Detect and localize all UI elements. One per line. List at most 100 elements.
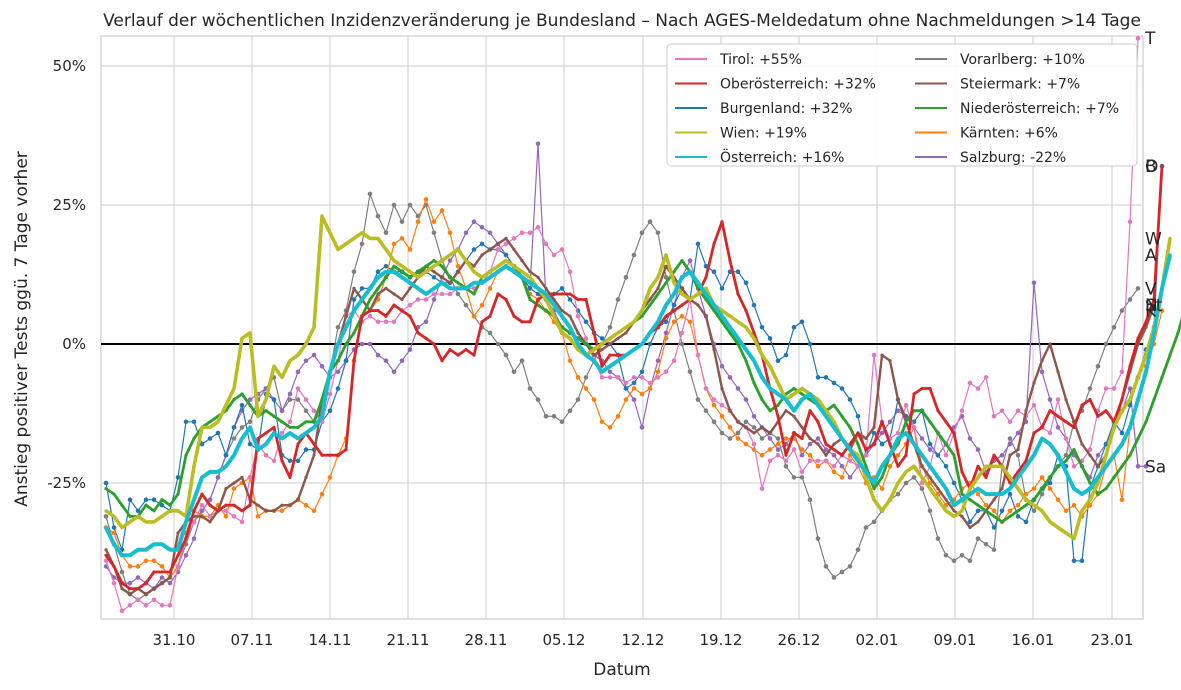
data-point xyxy=(512,270,516,274)
data-point xyxy=(1047,486,1053,491)
data-point xyxy=(1048,520,1052,524)
data-point xyxy=(1119,308,1125,313)
data-point xyxy=(496,264,500,268)
data-point xyxy=(752,336,756,340)
data-point xyxy=(168,548,172,552)
data-point xyxy=(695,397,701,402)
end-label-9: Sa xyxy=(1145,457,1166,477)
data-point xyxy=(823,447,829,452)
data-point xyxy=(527,286,533,291)
data-point xyxy=(288,359,292,363)
data-point xyxy=(184,520,188,524)
data-point xyxy=(432,342,436,346)
data-point xyxy=(824,453,828,457)
data-point xyxy=(231,514,237,519)
data-point xyxy=(983,502,989,508)
data-point xyxy=(359,341,365,347)
data-point xyxy=(407,347,413,352)
data-point xyxy=(608,342,612,346)
data-point xyxy=(1047,397,1053,402)
data-point xyxy=(104,487,108,491)
data-point xyxy=(631,397,637,402)
data-point xyxy=(103,480,109,486)
data-point xyxy=(576,297,580,302)
data-point xyxy=(376,292,380,296)
data-point xyxy=(896,481,900,485)
data-point xyxy=(719,414,725,419)
data-point xyxy=(927,441,933,447)
data-point xyxy=(136,587,140,591)
data-point xyxy=(1024,464,1028,468)
data-point xyxy=(367,191,373,197)
data-point xyxy=(471,247,477,252)
data-point xyxy=(879,486,885,491)
data-point xyxy=(703,408,709,414)
data-point xyxy=(407,247,413,252)
data-point xyxy=(616,336,620,340)
data-point xyxy=(992,464,996,468)
data-point xyxy=(1056,370,1060,374)
data-point xyxy=(992,498,996,502)
data-point xyxy=(520,259,524,263)
data-point xyxy=(1127,386,1133,391)
data-point xyxy=(768,431,772,435)
data-point xyxy=(488,247,492,252)
data-point xyxy=(936,431,940,435)
data-point xyxy=(1056,464,1060,468)
series-lines xyxy=(103,35,1181,614)
data-point xyxy=(111,580,117,586)
data-point xyxy=(1120,442,1124,446)
data-point xyxy=(1143,464,1149,469)
data-point xyxy=(247,475,253,480)
data-point xyxy=(568,336,572,340)
data-point xyxy=(1064,470,1068,474)
data-point xyxy=(680,259,684,263)
data-point xyxy=(839,475,845,480)
data-point xyxy=(1064,398,1068,402)
data-point xyxy=(128,520,132,524)
data-point xyxy=(1063,436,1069,441)
data-point xyxy=(712,303,716,307)
data-point xyxy=(167,603,173,608)
data-point xyxy=(536,275,540,279)
data-point xyxy=(151,497,157,503)
data-point xyxy=(1112,475,1116,479)
data-point xyxy=(880,464,884,468)
data-point xyxy=(1016,487,1020,491)
data-point xyxy=(344,325,348,329)
data-point xyxy=(1144,353,1148,357)
data-point xyxy=(303,358,309,364)
data-point xyxy=(1096,464,1100,468)
data-point xyxy=(727,375,733,380)
data-point xyxy=(559,247,565,252)
data-point xyxy=(264,398,268,402)
data-point xyxy=(920,409,924,413)
data-point xyxy=(456,281,460,285)
data-point xyxy=(344,342,348,346)
data-point xyxy=(535,141,541,147)
data-point xyxy=(360,297,364,302)
data-point xyxy=(855,414,861,419)
data-point xyxy=(1135,464,1141,469)
data-point xyxy=(1119,430,1125,436)
data-point xyxy=(391,369,397,375)
data-point xyxy=(944,498,948,502)
legend-item: Burgenland: +32% xyxy=(675,101,853,117)
data-point xyxy=(152,587,156,591)
data-point xyxy=(199,441,205,447)
data-point xyxy=(391,319,397,325)
data-point xyxy=(399,219,405,224)
data-point xyxy=(1008,475,1012,479)
legend-item: Niederösterreich: +7% xyxy=(915,101,1119,117)
data-point xyxy=(327,408,333,414)
data-point xyxy=(1000,464,1004,468)
data-point xyxy=(912,392,916,396)
data-point xyxy=(447,230,453,236)
data-point xyxy=(320,453,324,457)
data-point xyxy=(1144,420,1148,424)
data-point xyxy=(120,581,124,585)
data-point xyxy=(823,564,829,569)
data-point xyxy=(256,448,260,452)
data-point xyxy=(560,314,564,318)
